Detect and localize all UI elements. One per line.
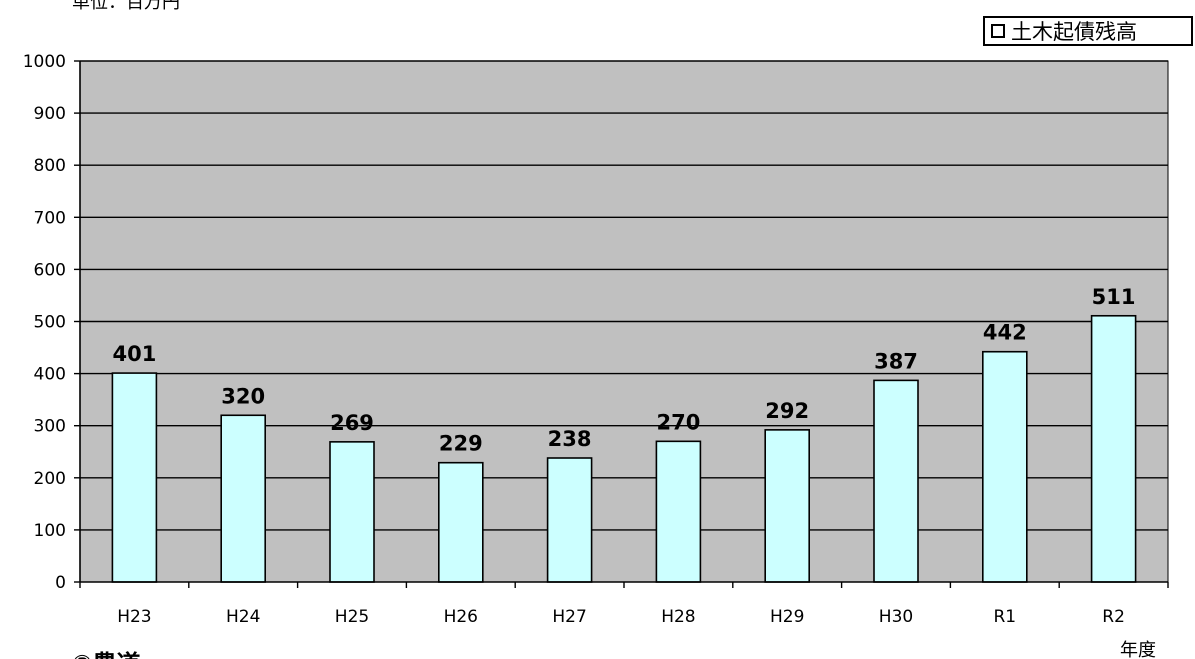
bar-H24 <box>220 414 266 583</box>
bars <box>111 314 1137 583</box>
y-tick-label: 400 <box>34 365 66 385</box>
chart-legend: 土木起債残高 <box>983 16 1193 46</box>
y-tick-label: 500 <box>34 313 66 333</box>
y-tick-label: 300 <box>34 417 66 437</box>
bar-H29 <box>764 429 811 583</box>
bar-H23 <box>111 372 158 583</box>
y-tick-label: 0 <box>55 573 66 593</box>
data-label-H30: 387 <box>874 349 918 373</box>
bar-H28 <box>655 440 702 583</box>
legend-swatch <box>991 24 1005 38</box>
data-label-H29: 292 <box>765 399 809 423</box>
y-tick-label: 200 <box>34 469 66 489</box>
y-tick-label: 900 <box>34 104 66 124</box>
bar-H26 <box>437 461 484 583</box>
bar-H27 <box>546 457 593 583</box>
x-tick-label-H25: H25 <box>335 607 369 627</box>
x-tick-label-H23: H23 <box>117 607 151 627</box>
data-label-H24: 320 <box>221 384 265 408</box>
data-label-R1: 442 <box>983 321 1027 345</box>
bar-R2 <box>1090 314 1137 583</box>
x-axis-unit-label: 年度 <box>1120 640 1156 659</box>
y-tick-label: 100 <box>34 521 66 541</box>
data-labels: 401 320 269 229 238 270 292 387 442 511 <box>112 285 1135 456</box>
y-tick-label: 800 <box>34 156 66 176</box>
data-label-H28: 270 <box>656 410 700 434</box>
unit-label: 単位：百万円 <box>72 0 180 13</box>
bar-R1 <box>981 350 1028 583</box>
y-tick-label: 600 <box>34 260 66 280</box>
data-label-H27: 238 <box>548 427 592 451</box>
x-tick-label-H28: H28 <box>661 607 695 627</box>
bar-H25 <box>329 441 375 583</box>
y-tick-label: 700 <box>34 208 66 228</box>
x-tick-label-H26: H26 <box>444 607 478 627</box>
y-axis-ticks: 0 100 200 300 400 500 600 700 800 900 1000 <box>23 52 80 593</box>
legend-series-label: 土木起債残高 <box>1011 20 1137 44</box>
x-tick-label-R1: R1 <box>993 607 1016 627</box>
data-label-R2: 511 <box>1092 285 1136 309</box>
x-axis-ticks: H23 H24 H25 H26 H27 H28 H29 H30 R1 R2 <box>79 582 1169 627</box>
data-label-H26: 229 <box>439 432 483 456</box>
x-tick-label-H30: H30 <box>879 607 913 627</box>
data-label-H25: 269 <box>330 411 374 435</box>
x-tick-label-H29: H29 <box>770 607 804 627</box>
x-tick-label-H24: H24 <box>226 607 260 627</box>
y-tick-label: 1000 <box>23 52 66 72</box>
bar-H30 <box>873 379 919 583</box>
x-tick-label-R2: R2 <box>1102 607 1125 627</box>
section-heading: ③農道 <box>72 644 140 659</box>
x-tick-label-H27: H27 <box>552 607 586 627</box>
data-label-H23: 401 <box>112 342 156 366</box>
